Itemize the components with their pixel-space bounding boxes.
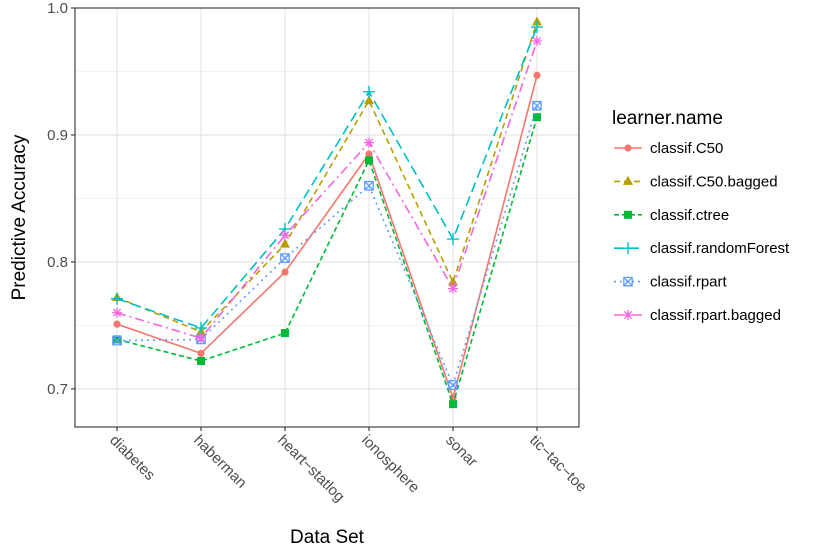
legend-label: classif.randomForest (650, 240, 790, 257)
data-point (112, 335, 122, 346)
data-point (532, 16, 542, 26)
data-point (111, 292, 123, 305)
data-point (364, 180, 374, 191)
y-tick-label: 0.9 (47, 127, 68, 144)
data-point (112, 307, 122, 318)
data-point (197, 349, 205, 357)
legend: learner.name classif.C50 classif.C50.bagg… (612, 108, 790, 324)
y-axis-title: Predictive Accuracy (9, 134, 30, 300)
data-point (448, 380, 458, 390)
series-line (116, 40, 538, 340)
legend-key-marker (623, 276, 633, 287)
series-classif-rpart-bagged (112, 36, 542, 344)
data-point (363, 85, 375, 98)
data-point (196, 333, 206, 344)
legend-key-marker (623, 310, 633, 320)
x-tick-label: tic−tac−toe (526, 432, 590, 496)
plot-panel (75, 8, 579, 427)
x-tick-label: haberman (190, 432, 250, 492)
data-point (280, 253, 290, 263)
data-point (364, 95, 374, 105)
data-point (531, 21, 543, 34)
legend-key-marker (624, 210, 632, 219)
data-point (365, 150, 373, 158)
data-point (533, 71, 541, 79)
legend-label: classif.rpart (650, 274, 728, 291)
series-line (116, 105, 538, 388)
legend-key-marker (623, 175, 633, 185)
data-point (532, 36, 542, 47)
legend-key-marker (622, 242, 634, 255)
x-tick-label: ionosphere (358, 432, 423, 497)
y-axis: 0.7 0.8 0.9 1.0 (47, 0, 75, 398)
legend-item: classif.ctree (614, 207, 729, 224)
legend-title: learner.name (612, 108, 723, 129)
data-point (197, 356, 205, 365)
legend-item: classif.randomForest (614, 240, 790, 257)
series-classif-randomForest (111, 21, 543, 334)
y-tick-label: 1.0 (47, 0, 68, 17)
grid (75, 7, 579, 427)
legend-item: classif.rpart (614, 274, 728, 291)
legend-item: classif.rpart.bagged (614, 307, 781, 324)
data-point (195, 321, 207, 334)
data-point (533, 113, 541, 122)
x-tick-label: heart−statlog (274, 432, 348, 506)
x-axis: diabetes haberman heart−statlog ionosphere s… (106, 427, 590, 505)
series-layer (111, 16, 543, 409)
legend-item: classif.C50.bagged (614, 173, 778, 190)
data-point (113, 335, 121, 344)
legend-label: classif.rpart.bagged (650, 307, 781, 324)
x-tick-label: sonar (442, 432, 481, 471)
data-point (280, 230, 290, 241)
data-point (113, 320, 121, 328)
legend-item: classif.C50 (614, 140, 723, 157)
data-point (447, 233, 459, 246)
legend-label: classif.ctree (650, 207, 729, 224)
data-point (448, 283, 458, 294)
y-tick-label: 0.7 (47, 381, 68, 398)
legend-key-marker (624, 144, 632, 152)
x-axis-title: Data Set (290, 527, 365, 548)
legend-label: classif.C50 (650, 140, 723, 157)
data-point (281, 268, 289, 276)
data-point (532, 100, 542, 111)
series-line (116, 26, 538, 329)
legend-label: classif.C50.bagged (650, 173, 778, 190)
data-point (364, 137, 374, 148)
data-point (449, 400, 457, 409)
data-point (365, 156, 373, 165)
plot-border (74, 7, 580, 428)
series-line (116, 75, 538, 401)
series-classif-rpart (112, 100, 542, 390)
series-classif-ctree (113, 113, 541, 409)
series-line (116, 21, 538, 333)
x-tick-label: diabetes (106, 432, 158, 484)
y-tick-label: 0.8 (47, 254, 68, 271)
data-point (280, 238, 290, 248)
data-point (281, 329, 289, 338)
series-line (116, 116, 538, 407)
